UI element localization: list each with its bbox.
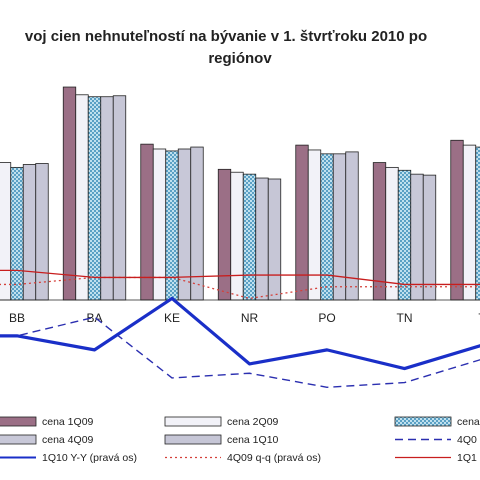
legend-swatch-2 (164, 416, 222, 427)
legend-label-5: cena 1Q10 (227, 434, 279, 446)
legend-swatch-1 (0, 416, 37, 427)
bar-cena-2Q09-BB (0, 162, 12, 301)
legend-label-4: cena 4Q09 (42, 434, 94, 446)
plot-area: BB BA KE NR PO TN T (0, 86, 480, 388)
category-label-BA: BA (86, 311, 102, 325)
legend-label-9: 1Q1 (457, 452, 477, 464)
legend-label-2: cena 2Q09 (227, 416, 279, 428)
line-series-1Q10-Y-Y-prav-os- (0, 296, 480, 371)
chart-title-line1: voj cien nehnuteľností na bývanie v 1. š… (24, 28, 428, 45)
bar-cena-4Q09-NR (255, 177, 269, 301)
category-label-PO: PO (318, 311, 335, 325)
bar-cena-4Q09-PO (332, 153, 347, 301)
legend-label-8: 4Q09 q-q (pravá os) (227, 452, 321, 464)
bar-cena-4Q09-BA (100, 96, 114, 301)
bar-cena-BB (10, 166, 24, 301)
legend-label-3: cena (457, 416, 480, 428)
category-label-TN: TN (397, 311, 413, 325)
legend-entry-8: 4Q09 q-q (pravá os) (165, 452, 321, 464)
line-series-4Q09-q-q-prav-os- (0, 276, 480, 300)
chart-title-line2: regiónov (208, 50, 272, 67)
bar-cena-2Q09-PO (307, 149, 322, 301)
bar-cena-4Q09-BB (22, 164, 37, 301)
legend-swatch-5 (164, 434, 222, 445)
legend-label-7: 1Q10 Y-Y (pravá os) (42, 452, 137, 464)
bar-cena-NR (242, 173, 257, 301)
legend: cena 1Q09 cena 2Q09 cena cena 4Q09 cena 1Q10… (0, 416, 480, 464)
bar-cena-2Q09-NR (230, 171, 244, 301)
bar-cena-1Q10-BA (112, 95, 127, 301)
bar-cena-2Q09-T (462, 144, 477, 301)
bar-cena-1Q09-T (450, 139, 464, 301)
bar-cena-BA (87, 96, 102, 301)
bar-cena-2Q09-TN (385, 166, 399, 301)
bar-cena-1Q09-NR (217, 168, 232, 301)
bar-cena-1Q10-TN (422, 174, 437, 301)
chart-title: voj cien nehnuteľností na bývanie v 1. š… (0, 26, 480, 70)
category-label-NR: NR (241, 311, 259, 325)
legend-label-6: 4Q0 (457, 434, 477, 446)
category-label-KE: KE (164, 311, 180, 325)
legend-entry-2: cena 2Q09 (164, 416, 279, 428)
bar-cena-2Q09-BA (75, 94, 89, 301)
legend-swatch-3 (394, 416, 452, 427)
bar-cena-1Q10-NR (267, 178, 282, 301)
legend-entry-1: cena 1Q09 (0, 416, 94, 428)
legend-entry-4: cena 4Q09 (0, 434, 94, 446)
legend-label-1: cena 1Q09 (42, 416, 94, 428)
bar-cena-1Q09-PO (295, 144, 309, 301)
category-label-T: T (478, 311, 480, 325)
bar-cena-1Q09-KE (140, 143, 154, 301)
legend-entry-9: 1Q1 (395, 452, 477, 464)
bar-cena-TN (397, 169, 412, 301)
category-label-BB: BB (9, 311, 25, 325)
line-series-1Q1 (0, 269, 480, 286)
legend-swatch-4 (0, 434, 37, 445)
line-series-4Q0 (0, 316, 480, 388)
bar-cena-4Q09-TN (410, 173, 424, 301)
legend-entry-5: cena 1Q10 (164, 434, 279, 446)
bar-cena-1Q09-BA (62, 86, 77, 301)
legend-entry-3: cena (394, 416, 480, 428)
bar-cena-T (475, 146, 480, 301)
legend-entry-6: 4Q0 (395, 434, 477, 446)
legend-entry-7: 1Q10 Y-Y (pravá os) (0, 452, 137, 464)
bar-cena-1Q09-TN (372, 162, 387, 301)
bar-cena-PO (320, 153, 334, 301)
bar-cena-1Q10-BB (35, 163, 49, 301)
